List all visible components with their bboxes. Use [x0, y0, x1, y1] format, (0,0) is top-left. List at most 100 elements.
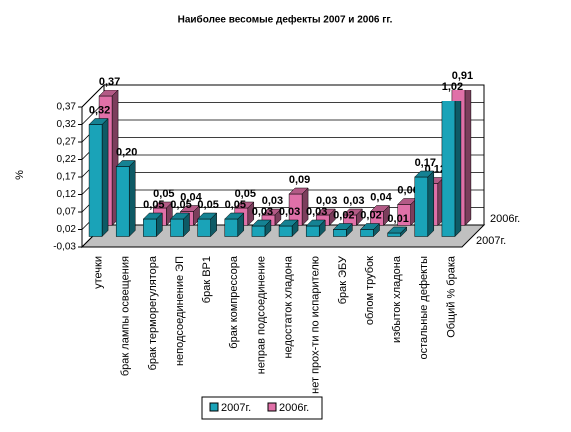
y-tick-label: 0,07: [57, 207, 77, 218]
value-label: 0,04: [180, 191, 202, 203]
y-tick-label: 0,12: [57, 189, 77, 200]
bar-top: [98, 90, 119, 97]
y-tick-label: 0,22: [57, 154, 77, 165]
value-label: 0,37: [99, 76, 120, 88]
bar-side: [454, 101, 462, 238]
y-tick-label: 0,02: [57, 224, 77, 235]
x-tick-label: брак лампы освещения: [120, 256, 132, 376]
legend-swatch: [209, 402, 219, 412]
value-label: 0,32: [89, 104, 110, 116]
bar-side: [128, 159, 136, 238]
bar-top: [342, 208, 363, 216]
y-tick-label: 0,37: [57, 102, 77, 113]
legend-swatch: [267, 402, 277, 412]
bar: [441, 101, 456, 237]
x-tick-label: нет прох-ти по испарителю: [310, 256, 322, 394]
bar-top: [369, 205, 391, 212]
bar: [197, 218, 211, 237]
value-label: 0,03: [306, 206, 327, 218]
bar: [333, 229, 347, 237]
value-label: 0,02: [360, 209, 381, 221]
value-label: 0,91: [452, 70, 473, 82]
value-label: 0,17: [415, 157, 436, 169]
legend: 2007г. 2006г.: [201, 396, 323, 420]
bar-top: [278, 219, 299, 227]
x-tick-label: брак ВР1: [201, 256, 213, 303]
x-tick-label: брак терморегулятора: [147, 255, 159, 370]
value-label: 0,05: [225, 199, 246, 211]
bar: [305, 225, 320, 237]
bar: [387, 232, 401, 237]
bar: [224, 218, 239, 237]
chart-title: Наиболее весомые дефекты 2007 и 2006 гг.: [178, 14, 393, 26]
value-label: 0,03: [279, 206, 300, 218]
value-label: 0,05: [153, 188, 174, 200]
value-label: 0,20: [116, 146, 137, 158]
x-tick-label: облом трубок: [364, 256, 376, 325]
bar: [251, 225, 266, 237]
bar: [414, 176, 429, 237]
bar-top: [142, 212, 163, 220]
bar: [115, 166, 130, 237]
value-label: 0,04: [370, 191, 392, 203]
value-label: 0,02: [333, 209, 354, 221]
bar-top: [88, 118, 109, 125]
y-tick-label: 0,27: [57, 137, 77, 148]
legend-label: 2006г.: [279, 402, 309, 414]
x-tick-label: остальные дефекты: [418, 256, 430, 360]
x-tick-label: недостаток хладона: [282, 255, 294, 358]
value-label: 0,03: [316, 195, 337, 207]
series-0: [88, 101, 462, 238]
bar-top: [197, 212, 218, 220]
legend-box: [201, 396, 323, 420]
bar-top: [115, 160, 136, 167]
bar: [170, 218, 184, 237]
bar-side: [427, 170, 435, 238]
y-tick-label: 0,32: [57, 119, 77, 130]
bar-top: [315, 208, 336, 216]
value-label: 0,05: [143, 199, 164, 211]
x-tick-label: брак ЭБУ: [337, 255, 349, 304]
bar-top: [152, 201, 173, 209]
x-tick-label: неправ подсоединение: [255, 256, 267, 374]
bar: [143, 218, 157, 237]
x-tick-label: неподсоединение ЭП: [174, 256, 186, 366]
bar: [278, 225, 293, 237]
legend-label: 2007г.: [221, 402, 251, 414]
bar-top: [224, 212, 245, 220]
x-tick-label: брак компрессора: [228, 255, 240, 349]
value-label: 0,06: [397, 184, 418, 196]
x-tick-label: утечки: [92, 256, 104, 289]
value-label: 0,05: [170, 199, 191, 211]
x-tick-label: Общий % брака: [445, 255, 457, 338]
y-tick-label: 0,17: [57, 172, 77, 183]
depth-label: 2006г.: [490, 213, 520, 225]
x-tick-label: избыток хладона: [391, 255, 403, 343]
bar: [88, 124, 103, 237]
bar-side: [464, 90, 472, 227]
value-label: 0,01: [387, 213, 408, 225]
depth-label: 2007г.: [476, 235, 506, 247]
bar-top: [179, 205, 201, 212]
bar-top: [169, 212, 191, 220]
grid-line: [81, 84, 484, 108]
value-label: 0,05: [197, 199, 218, 211]
bar-top: [387, 226, 408, 234]
y-tick-label: -0,03: [53, 242, 76, 253]
value-label: 0,03: [343, 195, 364, 207]
bar-top: [234, 201, 255, 209]
bar-top: [414, 170, 435, 178]
bar-top: [288, 187, 309, 195]
bar-top: [332, 223, 353, 230]
value-label: 0,03: [252, 206, 273, 218]
bar-side: [101, 117, 109, 238]
value-label: 0,09: [289, 174, 310, 186]
y-axis-title: %: [14, 170, 26, 180]
value-label: 0,03: [262, 195, 283, 207]
bar: [360, 229, 374, 237]
bar-top: [305, 219, 326, 227]
bar-top: [359, 223, 381, 230]
value-label: 0,05: [235, 188, 256, 200]
value-label: 1,02: [442, 81, 463, 93]
